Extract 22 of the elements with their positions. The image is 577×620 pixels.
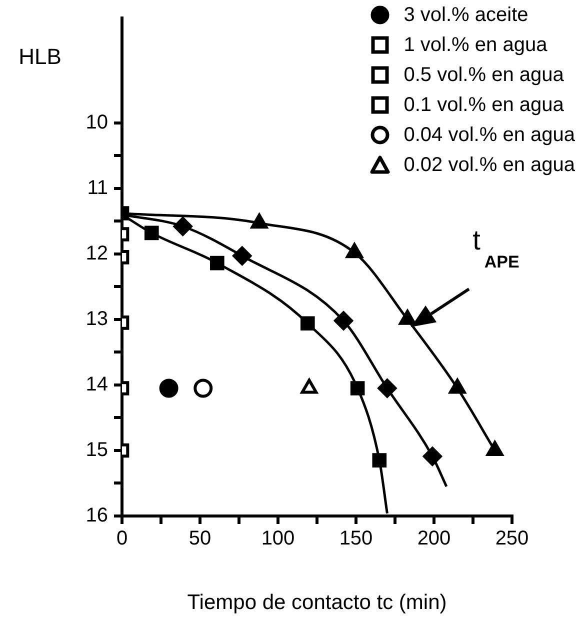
annotation: tAPE (472, 224, 520, 272)
legend-label: 0.1 vol.% en agua (404, 93, 564, 118)
legend-label: 3 vol.% aceite (404, 3, 528, 28)
legend-label: 0.02 vol.% en agua (404, 153, 575, 178)
y-tick-label: 15 (86, 438, 108, 461)
legend-label: 1 vol.% en agua (404, 33, 548, 58)
y-tick-label: 14 (86, 373, 108, 396)
x-axis-title: Tiempo de contacto tc (min) (187, 591, 447, 614)
y-axis-title: HLB (18, 44, 62, 70)
x-tick-label: 200 (417, 528, 451, 550)
y-tick-label: 13 (86, 308, 108, 330)
y-tick-label: 16 (86, 504, 108, 527)
x-tick-label: 150 (339, 528, 373, 550)
x-tick-label: 100 (261, 528, 295, 550)
y-tick-label: 12 (86, 242, 108, 264)
legend-label: 0.5 vol.% en agua (404, 63, 564, 88)
x-tick-label: 0 (116, 528, 128, 550)
x-tick-label: 250 (495, 528, 529, 550)
legend-label: 0.04 vol.% en agua (404, 123, 575, 148)
y-tick-label: 10 (86, 111, 108, 134)
y-tick-label: 11 (87, 176, 108, 199)
x-tick-label: 50 (188, 528, 212, 550)
